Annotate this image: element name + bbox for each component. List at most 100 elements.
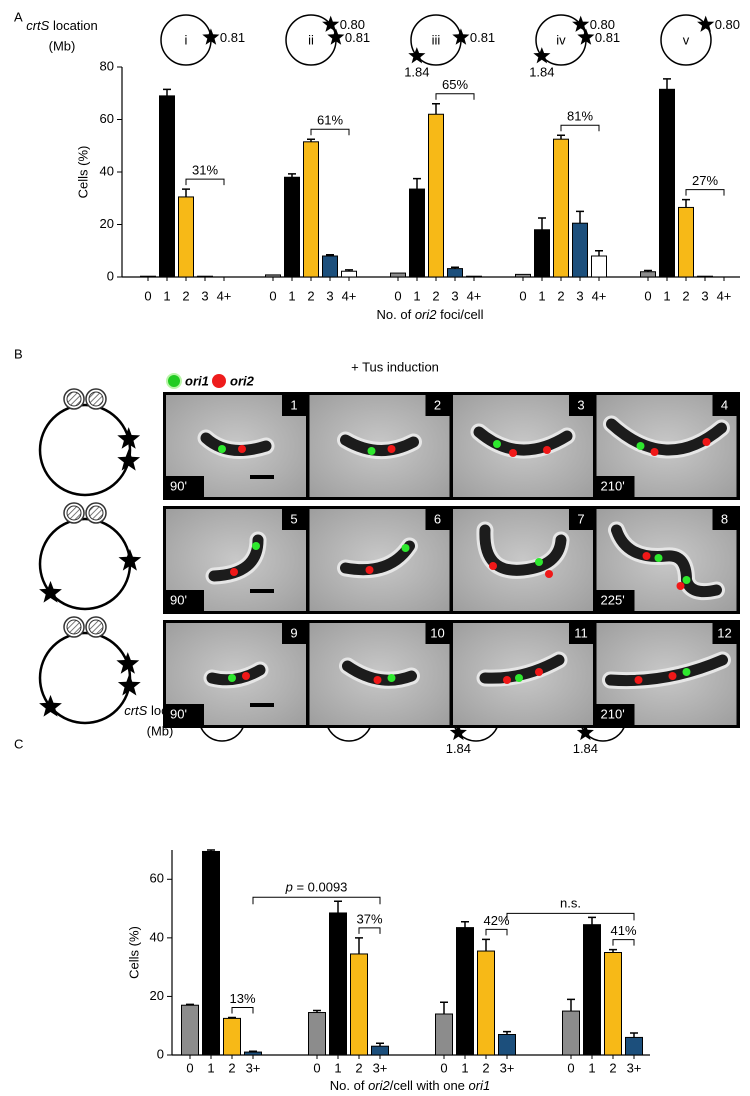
cell bbox=[479, 524, 567, 576]
crtS-star bbox=[327, 28, 345, 45]
frame-number: 8 bbox=[721, 511, 728, 526]
cell bbox=[605, 654, 728, 687]
x-tick-label: 0 bbox=[440, 1060, 447, 1075]
bar bbox=[181, 1004, 199, 1056]
comparison-bracket bbox=[506, 912, 635, 921]
bar bbox=[583, 924, 601, 1056]
cell bbox=[340, 434, 419, 456]
ori1-focus bbox=[218, 445, 226, 453]
bracket-label: 81% bbox=[567, 109, 593, 124]
crtS-star bbox=[322, 15, 340, 32]
x-tick-label: 1 bbox=[538, 288, 545, 303]
time-box bbox=[596, 704, 635, 725]
ori2-focus bbox=[535, 668, 543, 676]
crtS-star bbox=[39, 580, 62, 603]
bar bbox=[477, 950, 495, 1056]
error-bar bbox=[228, 1016, 236, 1019]
frame-number-box bbox=[425, 623, 450, 644]
x-tick-label: 0 bbox=[567, 1060, 574, 1075]
error-bar bbox=[288, 173, 296, 178]
x-tick-label: 4+ bbox=[717, 288, 732, 303]
frame-number: 11 bbox=[574, 625, 588, 640]
y-tick-label: 80 bbox=[100, 58, 114, 73]
bracket-label: 42% bbox=[483, 913, 509, 928]
frame-number-box bbox=[282, 395, 306, 416]
x-tick-label: 2 bbox=[432, 288, 439, 303]
bar bbox=[591, 255, 607, 278]
ori2-focus bbox=[650, 448, 659, 456]
x-tick-label: 0 bbox=[644, 288, 651, 303]
x-tick-label: 1 bbox=[461, 1060, 468, 1075]
frame-number-box bbox=[569, 623, 593, 644]
frame-number-box bbox=[712, 623, 737, 644]
cell bbox=[606, 418, 727, 456]
frame-number: 5 bbox=[290, 511, 297, 526]
time-box bbox=[166, 476, 204, 497]
x-tick-label: 1 bbox=[413, 288, 420, 303]
cell bbox=[479, 654, 565, 684]
time-label: 90' bbox=[170, 592, 187, 607]
ori2-focus bbox=[702, 438, 711, 446]
ori1-focus bbox=[636, 442, 645, 450]
crtS-position: 1.84 bbox=[404, 65, 429, 80]
bracket bbox=[310, 128, 350, 136]
x-tick-label: 1 bbox=[334, 1060, 341, 1075]
panel-label: C bbox=[14, 736, 23, 751]
origin-icon bbox=[88, 391, 104, 407]
x-tick-label: 2 bbox=[355, 1060, 362, 1075]
error-bar bbox=[163, 88, 171, 96]
text-part: No. of bbox=[330, 1078, 368, 1093]
x-tick-label: 0 bbox=[519, 288, 526, 303]
crtS-star bbox=[408, 47, 426, 64]
time-box bbox=[166, 704, 204, 725]
crtS-position: 0.80 bbox=[340, 17, 365, 32]
text-part: ori2 bbox=[368, 1078, 390, 1093]
bracket bbox=[685, 189, 725, 196]
frame-number-box bbox=[425, 395, 450, 416]
error-bar bbox=[567, 998, 575, 1012]
chromosome-icon bbox=[660, 14, 712, 66]
time-label: 90' bbox=[170, 706, 187, 721]
crtS-star bbox=[202, 28, 220, 45]
x-tick-label: 2 bbox=[557, 288, 564, 303]
legend-label: ori2 bbox=[230, 373, 255, 388]
ori2-focus bbox=[489, 562, 497, 570]
error-bar bbox=[588, 916, 596, 925]
origin-icon bbox=[66, 505, 82, 521]
ori1-focus bbox=[515, 674, 523, 682]
x-tick-label: 4+ bbox=[467, 288, 482, 303]
text-part: location bbox=[49, 18, 97, 33]
x-tick-label: 2 bbox=[609, 1060, 616, 1075]
frame-number: 1 bbox=[290, 397, 297, 412]
bracket-label: 27% bbox=[692, 173, 718, 188]
origin-icon bbox=[88, 619, 104, 635]
x-tick-label: 2 bbox=[482, 1060, 489, 1075]
cell bbox=[611, 524, 722, 598]
error-bar bbox=[186, 1003, 194, 1006]
bar bbox=[350, 953, 368, 1056]
strain-label: iv bbox=[556, 32, 566, 47]
bar bbox=[625, 1036, 643, 1056]
ori2-focus bbox=[387, 445, 396, 453]
x-tick-label: 3 bbox=[326, 288, 333, 303]
bar bbox=[498, 1034, 516, 1056]
bar bbox=[390, 272, 406, 278]
bracket-label: 61% bbox=[317, 113, 343, 128]
y-tick-label: 20 bbox=[100, 216, 114, 231]
text-part: p bbox=[285, 880, 293, 895]
bar bbox=[515, 273, 531, 278]
strain-label: v bbox=[683, 32, 690, 47]
legend-label: ori1 bbox=[185, 373, 209, 388]
error-bar bbox=[355, 937, 363, 954]
bar bbox=[456, 927, 474, 1056]
error-bar bbox=[557, 134, 565, 140]
bar bbox=[409, 188, 425, 278]
crtS-position: 0.81 bbox=[220, 30, 245, 45]
panel-label: A bbox=[14, 9, 23, 24]
ori2-focus bbox=[365, 566, 374, 574]
bar bbox=[435, 1013, 453, 1056]
ori2-focus bbox=[230, 568, 238, 576]
crtS-star bbox=[697, 15, 715, 32]
time-label: 210' bbox=[601, 478, 625, 493]
ori1-focus bbox=[654, 554, 663, 562]
